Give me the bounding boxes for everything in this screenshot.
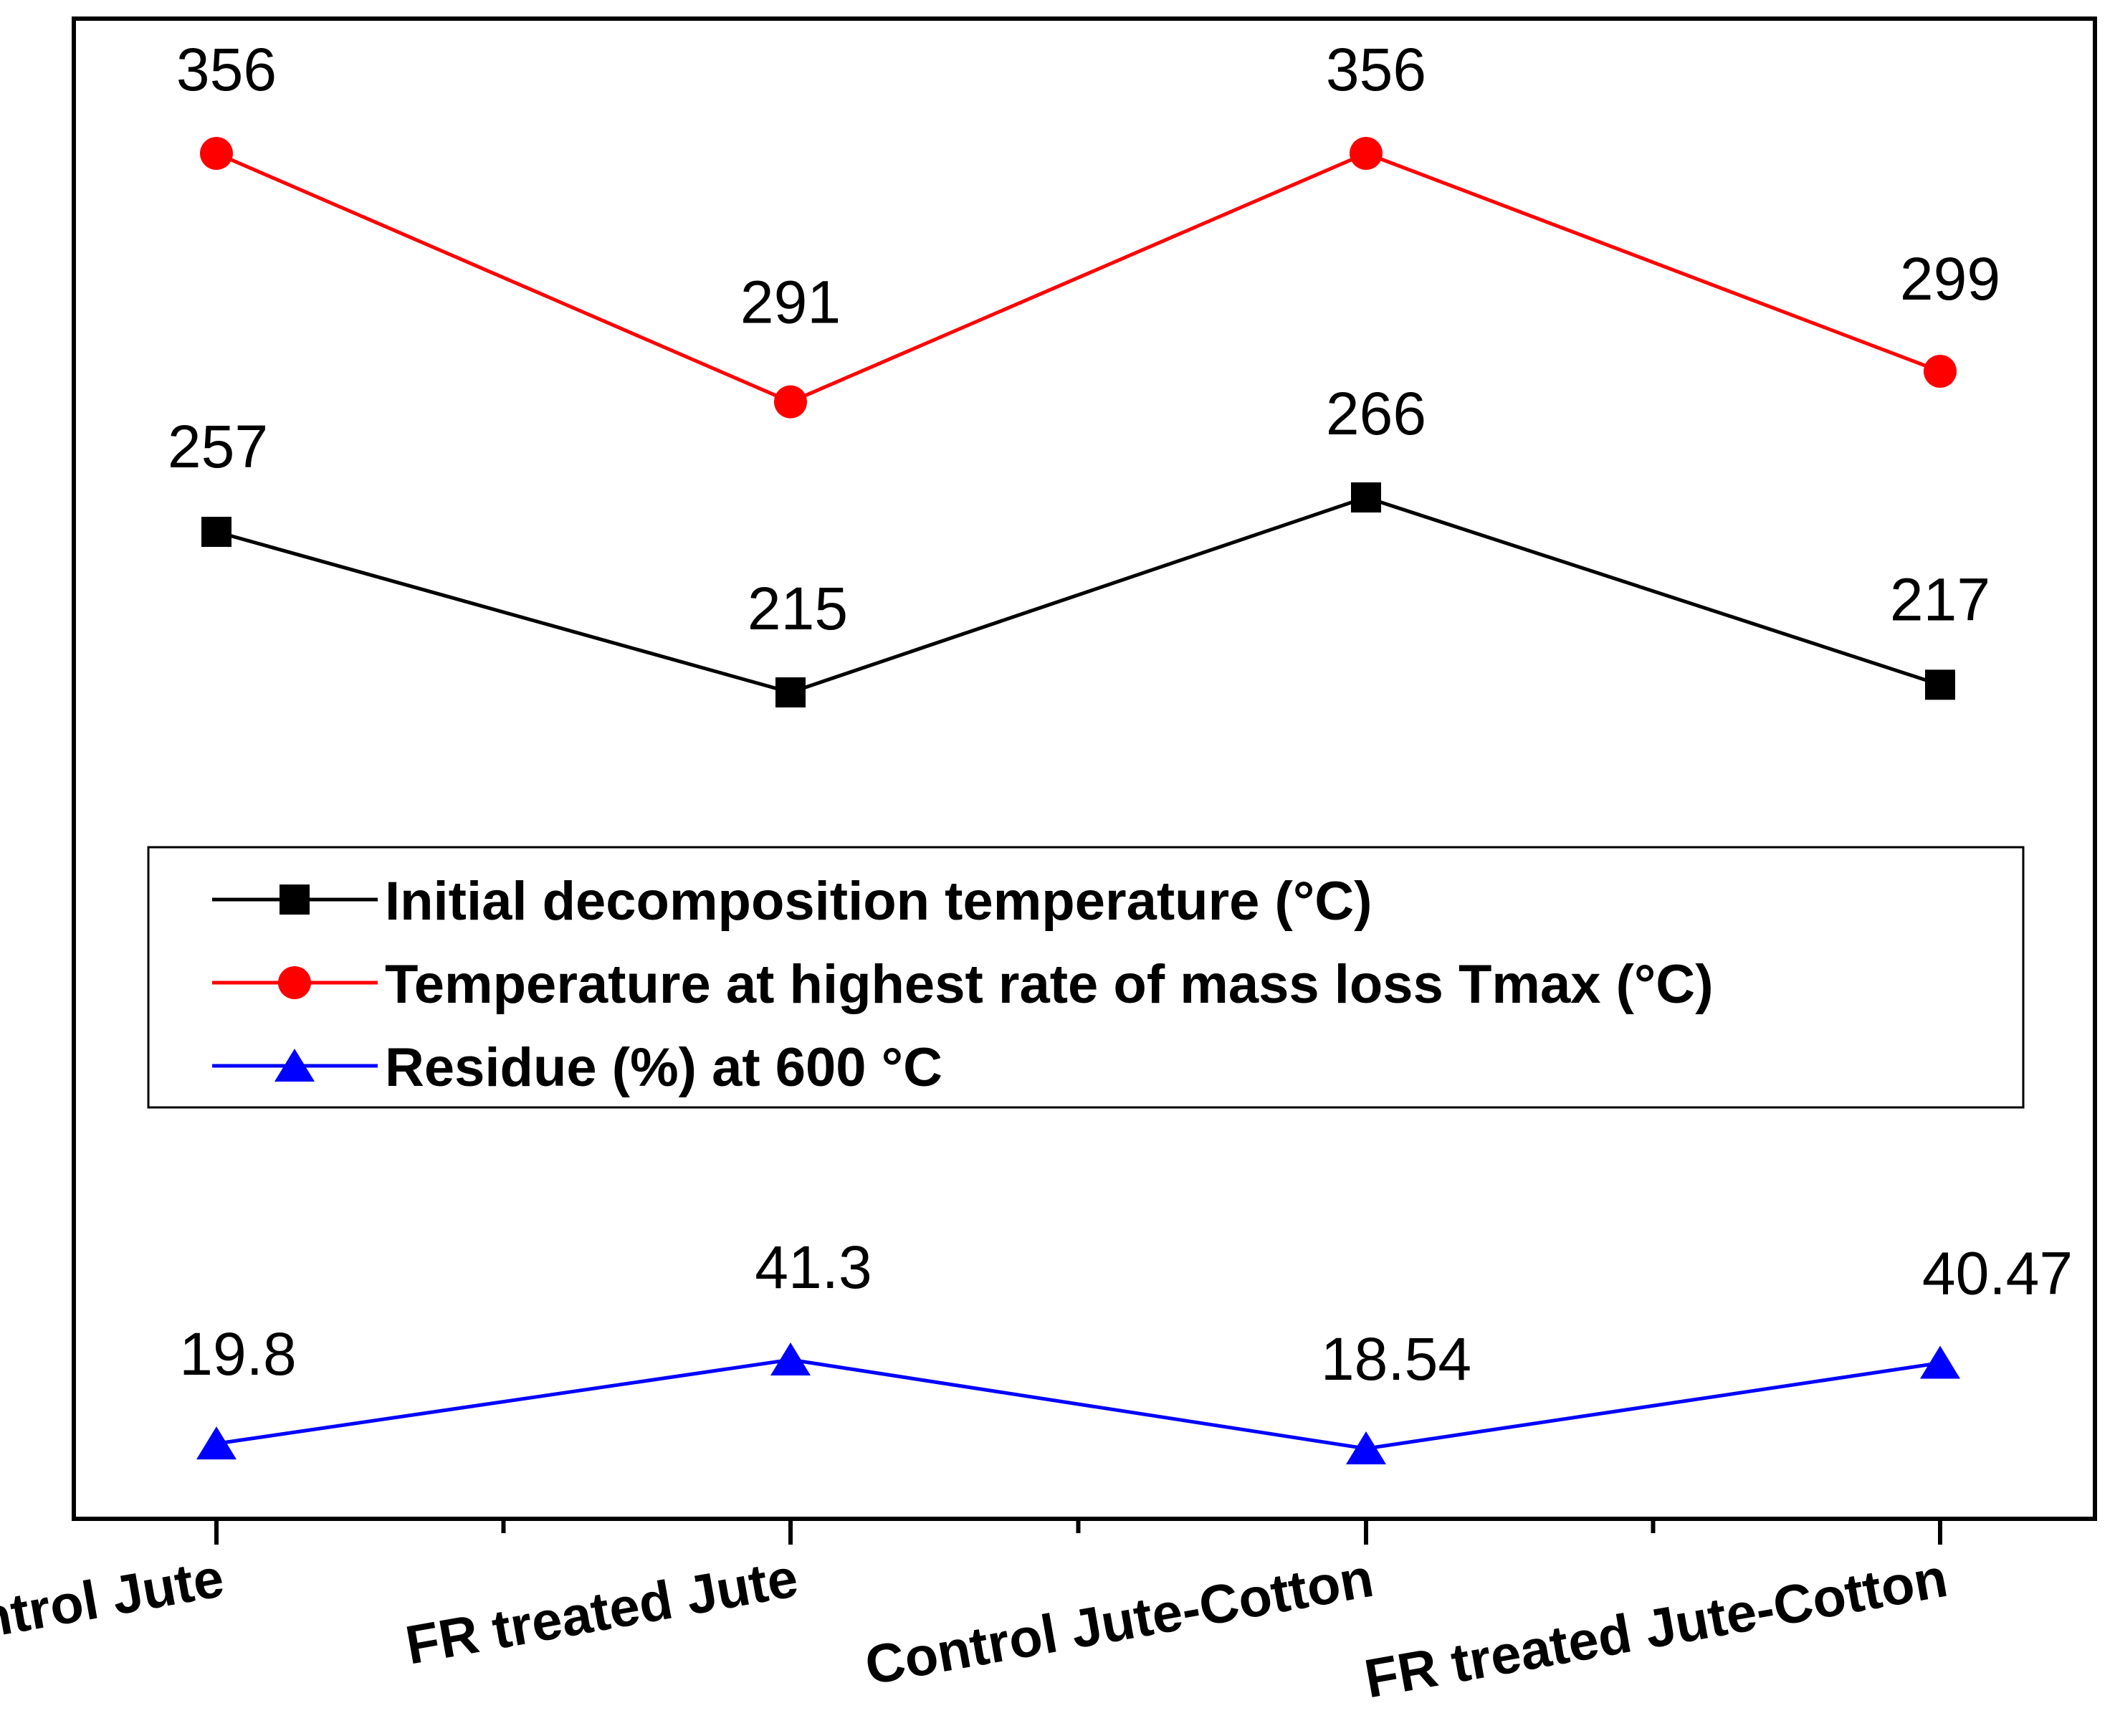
triangle-marker (770, 1342, 811, 1375)
legend-box (147, 846, 2025, 1109)
data-label: 291 (740, 269, 841, 336)
data-label: 299 (1900, 245, 2000, 313)
square-marker (280, 884, 310, 915)
data-label: 40.47 (1922, 1240, 2073, 1307)
legend-label: Initial decomposition temperature (°C) (385, 871, 1372, 932)
x-tick-label: FR treated Jute-Cotton (1360, 1547, 1952, 1710)
square-marker (775, 677, 806, 707)
data-label: 19.8 (179, 1320, 297, 1388)
x-axis-ticks (214, 1519, 1942, 1545)
data-label: 215 (748, 575, 848, 642)
legend-entry: Initial decomposition temperature (°C) (212, 871, 1372, 932)
triangle-marker (1920, 1345, 1960, 1379)
square-marker (201, 517, 231, 547)
data-label: 257 (168, 413, 268, 480)
x-axis-tick-labels: Control Jute FR treated Jute Control Jute-… (0, 1547, 1952, 1710)
data-label: 356 (176, 36, 277, 103)
square-marker (1351, 482, 1381, 512)
triangle-marker (274, 1049, 315, 1082)
series-line (216, 151, 1941, 404)
data-label: 266 (1326, 380, 1426, 447)
data-labels: 257 215 266 217 356 291 356 299 19.8 41.3 18.54 40.… (168, 36, 2073, 1393)
circle-marker (200, 137, 233, 170)
legend: Initial decomposition temperature (°C) Te… (147, 846, 2025, 1109)
series-square (201, 482, 1955, 707)
x-tick-label: Control Jute-Cotton (861, 1547, 1378, 1697)
series-triangle (196, 1342, 1960, 1464)
square-marker (1925, 669, 1955, 700)
legend-entry: Temperature at highest rate of mass loss… (212, 954, 1714, 1015)
circle-marker (774, 385, 807, 419)
x-tick-label: FR treated Jute (401, 1547, 803, 1677)
legend-label: Temperature at highest rate of mass loss… (385, 954, 1714, 1015)
series-line (216, 495, 1941, 695)
circle-marker (1350, 137, 1383, 170)
legend-entry: Residue (%) at 600 °C (212, 1037, 942, 1098)
circle-marker (278, 966, 311, 999)
circle-marker (1924, 355, 1957, 388)
series-circle (200, 137, 1957, 419)
triangle-marker (196, 1426, 237, 1460)
triangle-marker (1346, 1431, 1386, 1464)
series-lines (196, 137, 1960, 1464)
data-label: 41.3 (755, 1234, 872, 1301)
series-line (216, 1358, 1941, 1451)
data-label: 217 (1890, 566, 1990, 633)
legend-label: Residue (%) at 600 °C (385, 1037, 942, 1098)
data-label: 356 (1326, 36, 1426, 103)
plot-frame (72, 16, 2097, 1521)
x-tick-label: Control Jute (0, 1547, 228, 1663)
data-label: 18.54 (1321, 1325, 1471, 1393)
